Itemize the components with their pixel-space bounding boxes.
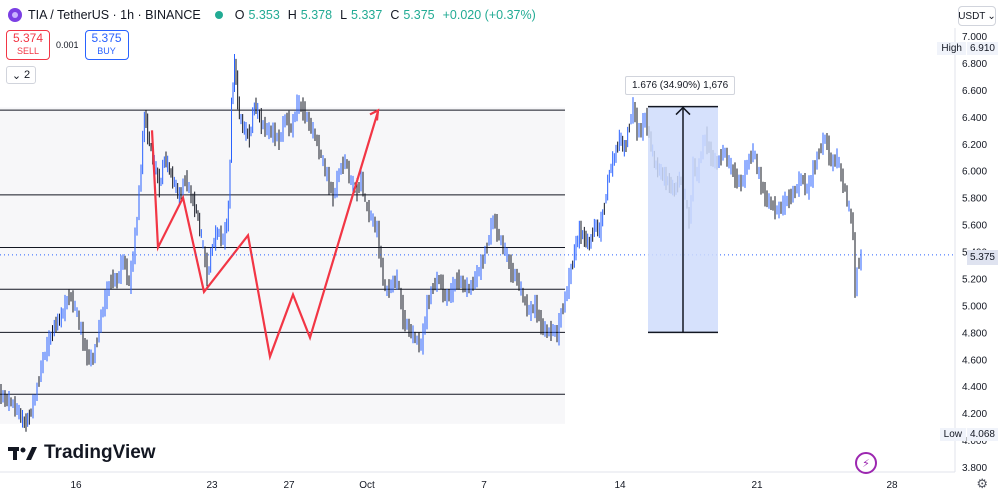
low-value-tag: 4.068 <box>966 428 998 441</box>
symbol-title: TIA / TetherUS · 1h · BINANCE <box>28 8 201 22</box>
y-tick-label: 6.200 <box>962 140 987 151</box>
x-tick-label: 7 <box>481 480 487 491</box>
x-tick-label: Oct <box>359 480 375 491</box>
sell-label: SELL <box>16 46 40 56</box>
y-tick-label: 6.800 <box>962 59 987 70</box>
y-tick-label: 5.200 <box>962 274 987 285</box>
y-tick-label: 4.200 <box>962 409 987 420</box>
spread-value: 0.001 <box>56 40 79 50</box>
x-tick-label: 28 <box>886 480 898 491</box>
measure-arrow <box>675 106 691 116</box>
measure-label: 1.676 (34.90%) 1,676 <box>625 76 736 95</box>
measure-tool <box>648 105 718 334</box>
sell-button[interactable]: 5.374 SELL <box>6 30 50 60</box>
y-tick-label: 7.000 <box>962 32 987 43</box>
close-label: C <box>390 8 400 22</box>
currency-label: USDT <box>958 10 986 22</box>
market-status-icon <box>214 11 223 19</box>
price-series <box>0 54 862 432</box>
x-tick-label: 23 <box>206 480 218 491</box>
low-tag: Low <box>939 428 966 441</box>
close-value: 5.375 <box>403 8 435 22</box>
gear-icon[interactable]: ⚙ <box>976 476 988 491</box>
chevron-down-icon: ⌄ <box>11 69 22 82</box>
x-tick-label: 14 <box>614 480 626 491</box>
x-tick-label: 21 <box>751 480 763 491</box>
high-tag: High <box>937 42 966 55</box>
buy-price: 5.375 <box>91 31 122 45</box>
y-tick-label: 5.000 <box>962 301 987 312</box>
y-tick-label: 4.000 <box>962 436 987 447</box>
y-tick-label: 5.600 <box>962 221 987 232</box>
chevron-down-icon: ⌄ <box>987 10 996 22</box>
indicator-count: 2 <box>24 69 31 81</box>
indicators-toggle[interactable]: ⌄ 2 <box>6 66 36 84</box>
brand-name: TradingView <box>44 442 156 463</box>
pattern-box <box>0 107 565 424</box>
y-tick-label: 4.400 <box>962 382 987 393</box>
x-tick-label: 27 <box>283 480 295 491</box>
trade-panel: 5.374 SELL 0.001 5.375 BUY <box>6 30 129 60</box>
high-label: H <box>287 8 297 22</box>
y-tick-label: 6.400 <box>962 113 987 124</box>
buy-label: BUY <box>97 46 116 56</box>
tradingview-logo: TradingView <box>8 442 156 464</box>
y-tick-label: 3.800 <box>962 463 987 474</box>
open-label: O <box>234 8 245 22</box>
high-value-tag: 6.910 <box>966 42 998 55</box>
horizontal-levels <box>0 109 565 395</box>
sell-price: 5.374 <box>12 31 44 45</box>
pattern-line <box>0 108 955 361</box>
open-value: 5.353 <box>248 8 280 22</box>
ohlc-readout: O 5.353 H 5.378 L 5.337 C 5.375 +0.020 (+0.3… <box>235 8 540 22</box>
currency-select[interactable]: USDT ⌄ <box>958 6 996 26</box>
tradingview-logo-icon <box>8 447 37 460</box>
y-tick-label: 6.600 <box>962 86 987 97</box>
symbol-info[interactable]: TIA / TetherUS · 1h · BINANCE <box>8 8 201 22</box>
pattern-region <box>0 107 565 424</box>
low-label: L <box>340 8 348 22</box>
chart-header: TIA / TetherUS · 1h · BINANCE O 5.353 H 5.… <box>0 0 540 30</box>
x-tick-label: 16 <box>70 480 82 491</box>
y-tick-label: 4.600 <box>962 355 987 366</box>
tia-coin-icon <box>8 8 22 22</box>
lightning-icon[interactable]: ⚡ <box>855 452 877 474</box>
y-tick-label: 6.000 <box>962 167 987 178</box>
y-tick-label: 5.800 <box>962 194 987 205</box>
zigzag-pattern <box>150 111 380 361</box>
change-value: +0.020 (+0.37%) <box>442 8 536 22</box>
low-value: 5.337 <box>351 8 383 22</box>
buy-button[interactable]: 5.375 BUY <box>84 30 129 60</box>
y-tick-label: 4.800 <box>962 328 987 339</box>
high-value: 5.378 <box>300 8 333 22</box>
current-price-tag: 5.375 <box>966 250 998 265</box>
pattern-arrowhead <box>369 108 380 121</box>
